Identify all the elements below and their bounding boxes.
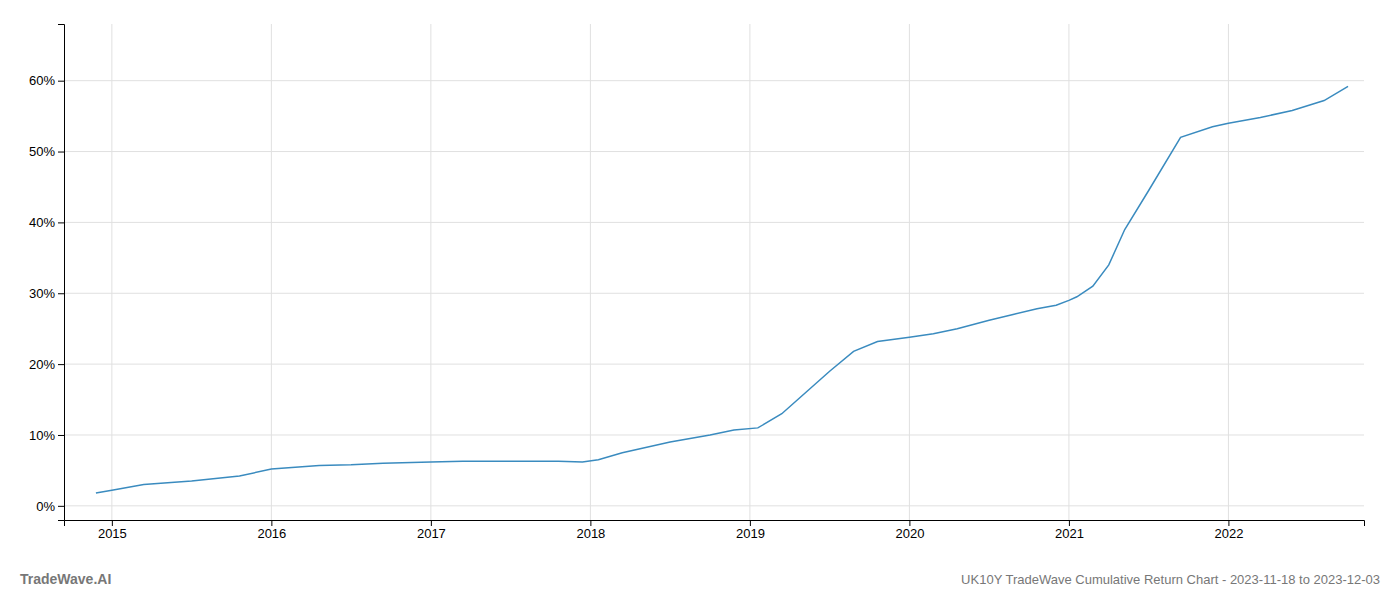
tick: 2017: [417, 520, 446, 541]
tick-mark: [112, 520, 113, 526]
tick-mark: [271, 520, 272, 526]
watermark: TradeWave.AI: [20, 571, 111, 587]
axis-line: [58, 25, 65, 521]
grid-line: [909, 24, 910, 520]
tick: 2021: [1055, 520, 1084, 541]
tick-label: 10%: [29, 428, 55, 443]
line: [96, 86, 1348, 493]
tick: 60%: [29, 73, 64, 88]
axis-line: [65, 521, 1365, 527]
tick-label: 0%: [36, 498, 55, 513]
tick-mark: [1069, 520, 1070, 526]
tick-label: 60%: [29, 73, 55, 88]
chart: 2015 2016 2017 2018 2019 2020 2021 2022 0% 10% 20%…: [0, 0, 1400, 600]
tick-label: 20%: [29, 357, 55, 372]
tick: 30%: [29, 286, 64, 301]
tick-mark: [1228, 520, 1229, 526]
tick: 2020: [895, 520, 924, 541]
tick-mark: [58, 222, 64, 223]
grid: [64, 24, 1364, 520]
tick-mark: [590, 520, 591, 526]
tick: 2019: [736, 520, 765, 541]
grid-line: [1228, 24, 1229, 520]
grid-line: [64, 505, 1364, 506]
marks: [96, 86, 1348, 493]
tick-mark: [58, 152, 64, 153]
grid-line: [1068, 24, 1069, 520]
tick-label: 2022: [1214, 526, 1243, 541]
tick: 2015: [98, 520, 127, 541]
tick-mark: [431, 520, 432, 526]
grid-line: [64, 364, 1364, 365]
tick-mark: [750, 520, 751, 526]
tick-mark: [58, 506, 64, 507]
tick-label: 2020: [895, 526, 924, 541]
grid-line: [64, 80, 1364, 81]
y-axis: 0% 10% 20% 30% 40% 50% 60%: [29, 25, 65, 521]
tick-label: 2016: [257, 526, 286, 541]
tick: 2018: [576, 520, 605, 541]
tick: 40%: [29, 215, 64, 230]
plot: 2015 2016 2017 2018 2019 2020 2021 2022 0% 10% 20%…: [29, 24, 1365, 541]
grid-line: [590, 24, 591, 520]
tick-label: 2015: [98, 526, 127, 541]
x-axis: 2015 2016 2017 2018 2019 2020 2021 2022: [65, 520, 1365, 541]
grid-line: [271, 24, 272, 520]
tick-mark: [909, 520, 910, 526]
grid-line: [111, 24, 112, 520]
tick: 10%: [29, 428, 64, 443]
tick-label: 2021: [1055, 526, 1084, 541]
tick-label: 2019: [736, 526, 765, 541]
tick-label: 30%: [29, 286, 55, 301]
tick: 0%: [36, 498, 64, 513]
tick-label: 2017: [417, 526, 446, 541]
tick-mark: [58, 364, 64, 365]
grid-line: [430, 24, 431, 520]
grid-line: [64, 293, 1364, 294]
tick-mark: [58, 81, 64, 82]
tick-mark: [58, 435, 64, 436]
tick: 20%: [29, 357, 64, 372]
tick-label: 50%: [29, 144, 55, 159]
grid-line: [64, 222, 1364, 223]
tick-label: 2018: [576, 526, 605, 541]
tick-mark: [58, 293, 64, 294]
tick: 2016: [257, 520, 286, 541]
tick-label: 40%: [29, 215, 55, 230]
tick: 50%: [29, 144, 64, 159]
grid-line: [749, 24, 750, 520]
tick: 2022: [1214, 520, 1243, 541]
title: UK10Y TradeWave Cumulative Return Chart …: [961, 572, 1380, 587]
grid-line: [64, 151, 1364, 152]
